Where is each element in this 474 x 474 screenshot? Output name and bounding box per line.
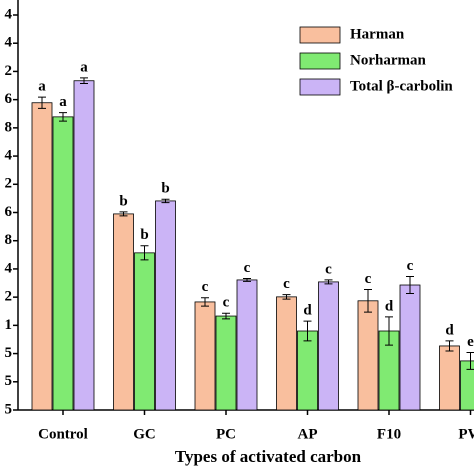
significance-letter: a xyxy=(59,94,67,110)
x-axis-label: Types of activated carbon xyxy=(175,447,362,466)
significance-letter: c xyxy=(244,260,251,276)
bar xyxy=(134,252,155,411)
error-bar xyxy=(364,289,372,313)
legend-swatch xyxy=(299,78,341,96)
error-bar xyxy=(385,316,393,346)
bar xyxy=(236,279,258,411)
y-tick-label: 2 xyxy=(5,63,13,79)
error-bar xyxy=(161,198,170,204)
y-tick-label: 6 xyxy=(5,91,13,107)
y-tick-label: 8 xyxy=(5,232,13,248)
y-tick-label: 4 xyxy=(5,260,13,276)
y-tick-label: 6 xyxy=(5,204,13,220)
x-tick-label: F10 xyxy=(377,426,401,442)
y-tick-label: 2 xyxy=(5,176,13,192)
error-bar xyxy=(282,294,291,300)
y-tick-label: 4 xyxy=(5,35,13,51)
error-bar xyxy=(80,77,88,85)
legend-label: Norharman xyxy=(350,52,426,68)
bar xyxy=(276,296,297,411)
significance-letter: d xyxy=(445,322,454,338)
error-bar xyxy=(324,279,333,285)
significance-letter: b xyxy=(119,193,127,209)
error-bar xyxy=(406,276,414,294)
legend-label: Total β-carbolin xyxy=(350,78,453,94)
bar xyxy=(318,281,339,411)
error-bar xyxy=(140,245,149,261)
y-tick-label: 1 xyxy=(5,317,13,333)
error-bar xyxy=(466,351,474,370)
bar xyxy=(155,200,176,411)
significance-letter: d xyxy=(385,298,394,314)
y-tick-label: 4 xyxy=(5,6,13,22)
y-tick-label: 5 xyxy=(5,401,13,417)
x-tick-label: Control xyxy=(38,426,88,442)
bar xyxy=(194,301,216,411)
error-bar xyxy=(38,96,46,109)
significance-letter: c xyxy=(365,271,372,287)
y-tick-label: 5 xyxy=(5,345,13,361)
error-bar xyxy=(201,297,209,307)
x-tick-label: AP xyxy=(298,426,318,442)
x-tick-label: PW xyxy=(458,426,474,442)
significance-letter: b xyxy=(140,227,148,243)
error-bar xyxy=(243,278,251,282)
bar xyxy=(52,116,74,411)
bar xyxy=(357,300,379,411)
bar xyxy=(399,284,421,411)
error-bar xyxy=(445,340,454,352)
significance-letter: d xyxy=(303,303,312,319)
significance-letter: c xyxy=(202,279,209,295)
bar xyxy=(31,102,53,411)
significance-letter: a xyxy=(38,79,46,95)
bar xyxy=(439,345,460,411)
significance-letter: c xyxy=(223,295,230,311)
error-bar xyxy=(303,320,312,342)
significance-letter: c xyxy=(325,261,332,277)
error-bar xyxy=(59,112,67,122)
legend-swatch xyxy=(299,52,341,70)
legend-swatch xyxy=(299,26,341,44)
y-tick-label: 8 xyxy=(5,119,13,135)
bar xyxy=(113,213,134,411)
bar xyxy=(460,360,474,411)
y-tick-label: 2 xyxy=(5,289,13,305)
x-tick-label: GC xyxy=(133,426,156,442)
significance-letter: e xyxy=(467,334,474,350)
bar xyxy=(215,315,237,411)
error-bar xyxy=(119,211,128,217)
bar xyxy=(297,330,318,411)
significance-letter: c xyxy=(407,258,414,274)
y-tick-label: 5 xyxy=(5,373,13,389)
significance-letter: c xyxy=(283,276,290,292)
significance-letter: a xyxy=(80,59,88,75)
bar xyxy=(73,80,95,411)
legend-label: Harman xyxy=(350,26,405,42)
y-tick-label: 4 xyxy=(5,148,13,164)
x-tick-label: PC xyxy=(216,426,236,442)
significance-letter: b xyxy=(161,181,169,197)
error-bar xyxy=(222,312,230,320)
